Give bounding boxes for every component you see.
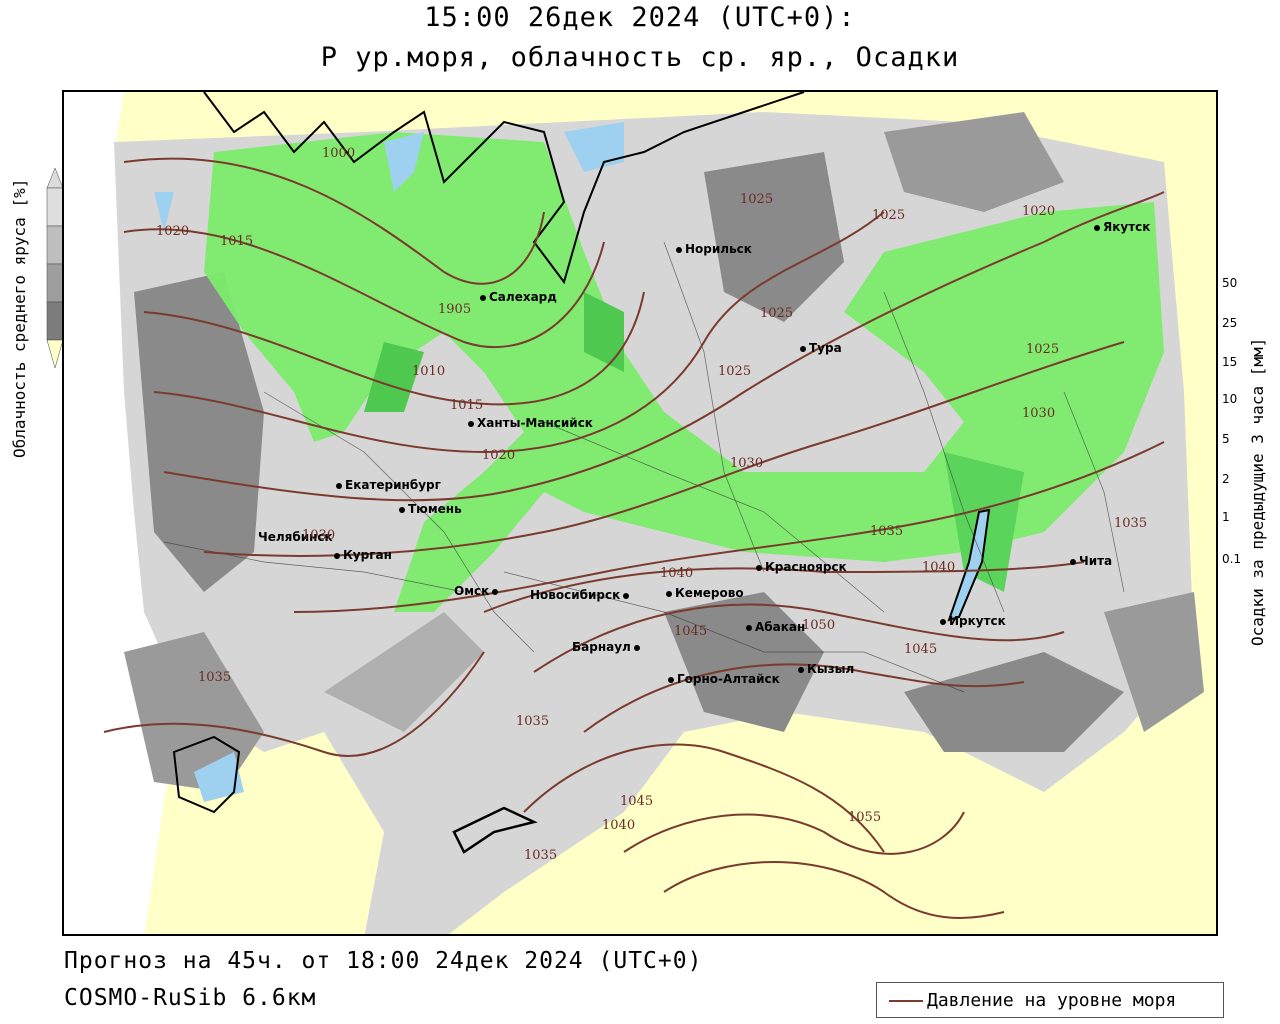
isobar-label: 1050 xyxy=(802,618,836,633)
city-barnaul: Барнаул xyxy=(572,640,643,654)
city-kyzyl: Кызыл xyxy=(798,662,854,676)
city-marker xyxy=(1094,224,1100,231)
isobar-label: 1015 xyxy=(220,234,254,249)
city-kurgan: Курган xyxy=(334,548,392,562)
isobar-label: 1010 xyxy=(412,364,446,379)
city-marker xyxy=(480,294,486,301)
forecast-map: Якутск Норильск Салехард Тура Ханты-Манс… xyxy=(62,90,1218,936)
isobar-legend-line xyxy=(889,1000,923,1002)
city-marker xyxy=(800,345,806,352)
isobar-label: 1040 xyxy=(922,560,956,575)
city-tyumen: Тюмень xyxy=(399,502,462,516)
precip-scale-tick: 50 xyxy=(1222,276,1238,290)
city-marker xyxy=(746,624,752,631)
city-kemerovo: Кемерово xyxy=(666,586,744,600)
precip-scale-tick: 15 xyxy=(1222,355,1238,369)
city-novosibirsk: Новосибирск xyxy=(530,588,632,602)
isobar-label: 1020 xyxy=(482,448,516,463)
city-marker xyxy=(336,482,342,489)
isobar-label: 1025 xyxy=(872,208,906,223)
city-tura: Тура xyxy=(800,341,842,355)
city-marker xyxy=(1070,558,1076,565)
isobar-label: 1035 xyxy=(524,848,558,863)
precip-scale-tick: 1 xyxy=(1222,510,1230,524)
forecast-run-info: Прогноз на 45ч. от 18:00 24дек 2024 (UTC… xyxy=(64,948,703,974)
isobar-label: 1045 xyxy=(904,642,938,657)
isobar-label: 1025 xyxy=(740,192,774,207)
map-title-time: 15:00 26дек 2024 (UTC+0): xyxy=(424,2,856,33)
precip-scale-label: Осадки за предыдущие 3 часа [мм] xyxy=(1248,337,1267,646)
isobar-label: 1045 xyxy=(620,794,654,809)
city-marker xyxy=(666,590,672,597)
isobar-label: 1015 xyxy=(450,398,484,413)
city-marker xyxy=(334,552,340,559)
city-marker xyxy=(940,618,946,625)
isobar-label: 1040 xyxy=(602,818,636,833)
isobar-label: 1025 xyxy=(760,306,794,321)
city-yakutsk: Якутск xyxy=(1094,220,1150,234)
city-marker xyxy=(633,644,640,651)
model-name: COSMO-RuSib 6.6км xyxy=(64,985,317,1011)
city-marker xyxy=(798,666,804,673)
city-gorno-altaysk: Горно-Алтайск xyxy=(668,672,780,686)
city-marker xyxy=(756,564,762,571)
map-title-fields: P ур.моря, облачность ср. яр., Осадки xyxy=(320,42,960,73)
city-krasnoyarsk: Красноярск xyxy=(756,560,847,574)
city-marker xyxy=(468,420,474,427)
city-norilsk: Норильск xyxy=(676,242,752,256)
city-chelyabinsk: Челябинск xyxy=(258,530,333,544)
isobar-label: 1030 xyxy=(730,456,764,471)
pressure-legend: Давление на уровне моря xyxy=(876,982,1224,1018)
city-marker xyxy=(623,592,630,599)
cloud-scale-label: Облачность среднего яруса [%] xyxy=(10,178,29,458)
city-marker xyxy=(668,676,674,683)
precip-scale-tick: 2 xyxy=(1222,472,1230,486)
city-omsk: Омск xyxy=(454,584,501,598)
isobar-label: 1025 xyxy=(1026,342,1060,357)
isobar-label: 1045 xyxy=(674,624,708,639)
isobar-label: 1020 xyxy=(1022,204,1056,219)
isobar-label: 1905 xyxy=(438,302,472,317)
isobar-label: 1055 xyxy=(848,810,882,825)
city-khanty-mansiysk: Ханты-Мансийск xyxy=(468,416,593,430)
pressure-legend-label: Давление на уровне моря xyxy=(927,990,1177,1011)
city-marker xyxy=(399,506,405,513)
city-abakan: Абакан xyxy=(746,620,805,634)
isobar-label: 1030 xyxy=(1022,406,1056,421)
city-marker xyxy=(492,588,499,595)
isobar-label: 1035 xyxy=(1114,516,1148,531)
precip-scale-tick: 25 xyxy=(1222,316,1238,330)
cloud-colorbar xyxy=(46,168,64,369)
isobar-label: 1000 xyxy=(322,146,356,161)
precip-scale-tick: 10 xyxy=(1222,392,1238,406)
isobar-label: 1030 xyxy=(302,528,336,543)
isobar-label: 1035 xyxy=(516,714,550,729)
city-yekaterinburg: Екатеринбург xyxy=(336,478,441,492)
city-marker xyxy=(676,246,682,253)
isobar-label: 1035 xyxy=(870,524,904,539)
isobar-label: 1040 xyxy=(660,566,694,581)
isobar-label: 1035 xyxy=(198,670,232,685)
isobar-label: 1020 xyxy=(156,224,190,239)
precip-scale-tick: 5 xyxy=(1222,432,1230,446)
isobar-label: 1025 xyxy=(718,364,752,379)
city-salekhard: Салехард xyxy=(480,290,557,304)
precip-scale-tick: 0.1 xyxy=(1222,552,1242,566)
city-chita: Чита xyxy=(1070,554,1112,568)
city-irkutsk: Иркутск xyxy=(940,614,1006,628)
map-fields xyxy=(64,92,1216,934)
